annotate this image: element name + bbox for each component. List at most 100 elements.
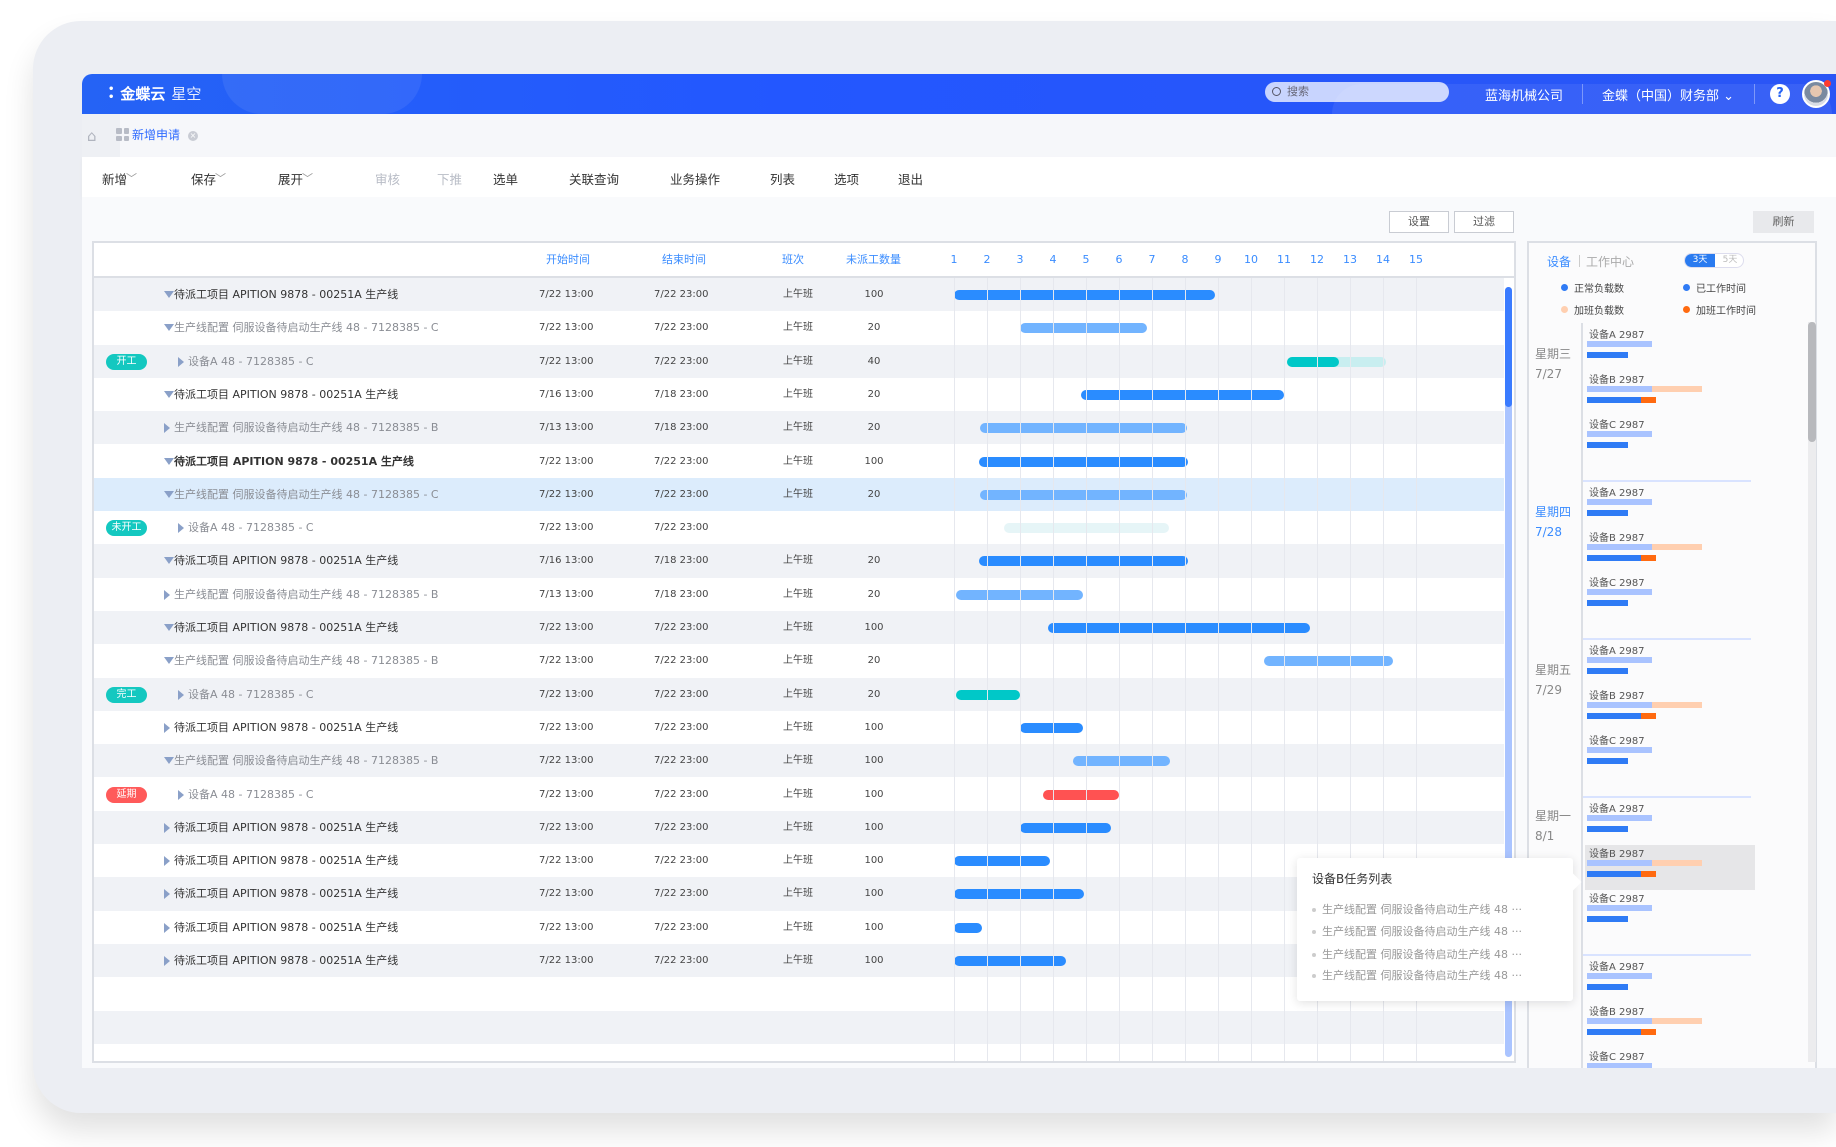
caret-right-icon[interactable] bbox=[164, 922, 170, 933]
toolbar-button[interactable]: 选单 bbox=[493, 172, 519, 187]
caret-right-icon[interactable] bbox=[178, 789, 184, 800]
caret-right-icon[interactable] bbox=[164, 956, 170, 966]
caret-right-icon[interactable] bbox=[178, 356, 184, 367]
equipment-load-item[interactable]: 设备B 2987 bbox=[1585, 687, 1755, 732]
caret-right-icon[interactable] bbox=[178, 689, 184, 700]
tooltip-item[interactable]: 生产线配置 伺服设备待启动生产线 48 ··· bbox=[1312, 967, 1522, 983]
table-row[interactable]: 待派工项目 APITION 9878 - 00251A 生产线 7/22 13:0… bbox=[94, 810, 1504, 845]
filter-button[interactable]: 过滤 bbox=[1454, 211, 1514, 233]
equipment-load-item[interactable]: 设备A 2987 bbox=[1585, 484, 1755, 529]
table-row[interactable]: 完工 设备A 48 - 7128385 - C 7/22 13:00 7/22 23:… bbox=[94, 677, 1504, 711]
equipment-load-item[interactable]: 设备A 2987 bbox=[1585, 800, 1755, 845]
day-label[interactable]: 星期五 7/29 bbox=[1535, 660, 1571, 700]
chevron-down-icon[interactable]: ﹀ bbox=[126, 172, 137, 185]
gantt-bar[interactable] bbox=[1048, 623, 1311, 633]
toolbar-button[interactable]: 选项 bbox=[834, 172, 860, 187]
caret-down-icon[interactable] bbox=[164, 324, 174, 332]
equipment-load-item[interactable]: 设备C 2987 bbox=[1585, 890, 1755, 935]
toolbar-button[interactable]: 关联查询 bbox=[569, 172, 620, 187]
toolbar-button[interactable]: 列表 bbox=[770, 172, 796, 187]
equipment-load-item[interactable]: 设备B 2987 bbox=[1585, 529, 1755, 574]
column-header-shift[interactable]: 班次 bbox=[782, 253, 804, 266]
range-option-5d[interactable]: 5天 bbox=[1722, 255, 1738, 265]
panel-tab-equipment[interactable]: 设备 bbox=[1547, 255, 1572, 269]
close-tab-icon[interactable]: × bbox=[188, 131, 198, 141]
table-row[interactable]: 待派工项目 APITION 9878 - 00251A 生产线 7/16 13:0… bbox=[94, 378, 1504, 411]
scrollbar-thumb[interactable] bbox=[1808, 322, 1816, 442]
caret-right-icon[interactable] bbox=[164, 889, 170, 900]
toolbar-button[interactable]: 业务操作 bbox=[670, 172, 721, 187]
table-row[interactable]: 生产线配置 伺服设备待启动生产线 48 - 7128385 - B 7/13 13… bbox=[94, 578, 1504, 611]
equipment-load-item[interactable]: 设备B 2987 bbox=[1585, 1003, 1755, 1048]
table-row[interactable]: 待派工项目 APITION 9878 - 00251A 生产线 7/22 13:0… bbox=[94, 911, 1504, 944]
column-header-pending[interactable]: 未派工数量 bbox=[846, 253, 901, 266]
home-icon[interactable]: ⌂ bbox=[87, 127, 97, 145]
gantt-bar[interactable] bbox=[1081, 389, 1284, 400]
gantt-bar[interactable] bbox=[1020, 822, 1111, 833]
caret-right-icon[interactable] bbox=[178, 523, 184, 534]
table-row[interactable]: 待派工项目 APITION 9878 - 00251A 生产线 7/22 13:0… bbox=[94, 711, 1504, 744]
org-switcher[interactable]: 金蝶（中国）财务部 ⌄ bbox=[1602, 85, 1734, 104]
gantt-bar[interactable] bbox=[978, 456, 1189, 467]
gantt-bar[interactable] bbox=[954, 290, 1215, 300]
panel-tab-workcenter[interactable]: 工作中心 bbox=[1586, 255, 1635, 269]
table-row[interactable]: 待派工项目 APITION 9878 - 00251A 生产线 7/22 13:0… bbox=[94, 445, 1504, 478]
table-row[interactable]: 延期 设备A 48 - 7128385 - C 7/22 13:00 7/22 23:… bbox=[94, 778, 1504, 811]
tab-new-request[interactable]: 新增申请 bbox=[132, 128, 181, 142]
gantt-bar-progress[interactable] bbox=[1287, 356, 1339, 367]
equipment-load-item[interactable]: 设备A 2987 bbox=[1585, 642, 1755, 687]
column-header-start[interactable]: 开始时间 bbox=[546, 253, 590, 266]
caret-down-icon[interactable] bbox=[164, 624, 174, 631]
table-row[interactable]: 生产线配置 伺服设备待启动生产线 48 - 7128385 - B 7/22 13… bbox=[94, 644, 1504, 677]
caret-right-icon[interactable] bbox=[164, 822, 170, 833]
gantt-scrollbar[interactable] bbox=[1505, 287, 1512, 1057]
caret-down-icon[interactable] bbox=[164, 490, 174, 498]
gantt-bar[interactable] bbox=[954, 922, 983, 933]
table-row[interactable]: 待派工项目 APITION 9878 - 00251A 生产线 7/22 13:0… bbox=[94, 877, 1504, 911]
caret-down-icon[interactable] bbox=[164, 291, 174, 298]
toolbar-button[interactable]: 展开 bbox=[278, 172, 304, 187]
table-row[interactable]: 待派工项目 APITION 9878 - 00251A 生产线 7/22 13:0… bbox=[94, 278, 1504, 312]
panel-scrollbar[interactable] bbox=[1808, 322, 1816, 1062]
range-toggle[interactable]: 3天 5天 bbox=[1684, 253, 1744, 268]
table-row[interactable]: 待派工项目 APITION 9878 - 00251A 生产线 7/22 13:0… bbox=[94, 944, 1504, 978]
settings-button[interactable]: 设置 bbox=[1389, 211, 1449, 233]
caret-down-icon[interactable] bbox=[164, 457, 174, 465]
day-label[interactable]: 星期三 7/27 bbox=[1535, 344, 1571, 384]
table-row[interactable]: 生产线配置 伺服设备待启动生产线 48 - 7128385 - C 7/22 13… bbox=[94, 311, 1504, 344]
table-row[interactable]: 生产线配置 伺服设备待启动生产线 48 - 7128385 - B 7/13 13… bbox=[94, 411, 1504, 445]
caret-right-icon[interactable] bbox=[164, 722, 170, 733]
caret-down-icon[interactable] bbox=[164, 657, 174, 665]
tooltip-item[interactable]: 生产线配置 伺服设备待启动生产线 48 ··· bbox=[1312, 946, 1522, 962]
gantt-bar[interactable] bbox=[1020, 722, 1083, 733]
table-row[interactable]: 待派工项目 APITION 9878 - 00251A 生产线 7/22 13:0… bbox=[94, 844, 1504, 877]
gantt-bar[interactable] bbox=[1072, 756, 1171, 767]
toolbar-button[interactable]: 新增 bbox=[102, 172, 128, 187]
caret-right-icon[interactable] bbox=[164, 589, 170, 600]
equipment-load-item[interactable]: 设备C 2987 bbox=[1585, 732, 1755, 777]
help-icon[interactable]: ? bbox=[1770, 84, 1790, 104]
gantt-bar[interactable] bbox=[1043, 789, 1119, 800]
gantt-bar[interactable] bbox=[954, 956, 1067, 966]
equipment-load-item[interactable]: 设备C 2987 bbox=[1585, 1048, 1755, 1068]
table-row[interactable]: 待派工项目 APITION 9878 - 00251A 生产线 7/16 13:0… bbox=[94, 544, 1504, 578]
toolbar-button[interactable]: 退出 bbox=[898, 172, 924, 187]
caret-right-icon[interactable] bbox=[164, 423, 170, 434]
chevron-down-icon[interactable]: ﹀ bbox=[302, 172, 313, 185]
table-row[interactable]: 生产线配置 伺服设备待启动生产线 48 - 7128385 - C 7/22 13… bbox=[94, 477, 1504, 512]
table-row[interactable]: 未开工 设备A 48 - 7128385 - C 7/22 13:00 7/22 23… bbox=[94, 511, 1504, 544]
range-option-3d[interactable]: 3天 bbox=[1685, 254, 1715, 267]
gantt-bar[interactable] bbox=[954, 889, 1085, 900]
gantt-bar[interactable] bbox=[955, 589, 1083, 600]
gantt-bar[interactable] bbox=[1264, 656, 1393, 667]
caret-down-icon[interactable] bbox=[164, 557, 174, 565]
caret-right-icon[interactable] bbox=[164, 856, 170, 867]
day-label[interactable]: 星期四 7/28 bbox=[1535, 502, 1571, 542]
table-row[interactable]: 生产线配置 伺服设备待启动生产线 48 - 7128385 - B 7/22 13… bbox=[94, 744, 1504, 778]
toolbar-button[interactable]: 下推 bbox=[437, 172, 463, 187]
tooltip-item[interactable]: 生产线配置 伺服设备待启动生产线 48 ··· bbox=[1312, 901, 1522, 917]
toolbar-button[interactable]: 审核 bbox=[375, 172, 401, 187]
refresh-button[interactable]: 刷新 bbox=[1753, 211, 1814, 233]
gantt-bar[interactable] bbox=[980, 489, 1187, 500]
equipment-load-item[interactable]: 设备B 2987 bbox=[1585, 371, 1755, 416]
